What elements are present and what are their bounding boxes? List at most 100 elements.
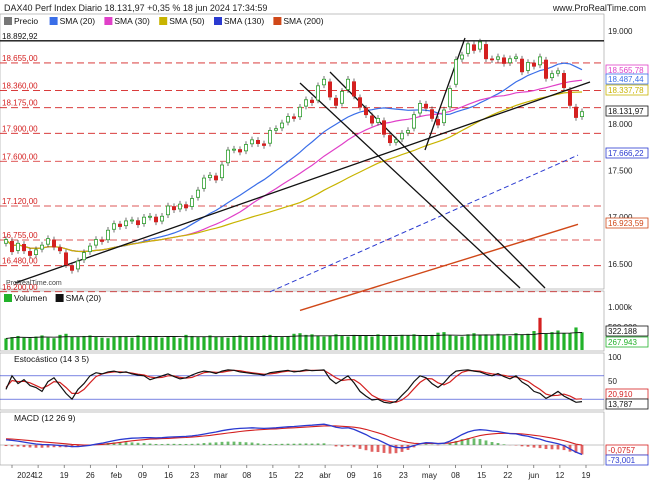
macd-badge: -0,0757 bbox=[608, 446, 636, 455]
candle-body bbox=[471, 44, 476, 51]
candle-body bbox=[177, 203, 182, 210]
volume-bar bbox=[112, 337, 116, 350]
site-label[interactable]: www.ProRealTime.com bbox=[552, 3, 646, 13]
volume-bar bbox=[88, 335, 92, 350]
volume-legend-swatch bbox=[55, 294, 64, 302]
volume-bar bbox=[226, 337, 230, 350]
macd-histogram-bar bbox=[22, 445, 26, 448]
volume-bar bbox=[322, 336, 326, 350]
candle-body bbox=[562, 72, 567, 89]
candle-body bbox=[550, 73, 555, 79]
macd-histogram-bar bbox=[358, 445, 362, 449]
legend-swatch-sma130 bbox=[214, 17, 222, 25]
macd-histogram-bar bbox=[40, 445, 44, 448]
macd-histogram-bar bbox=[148, 443, 152, 445]
macd-badge-box bbox=[605, 454, 649, 466]
volume-bar bbox=[442, 332, 446, 350]
macd-histogram-bar bbox=[274, 443, 278, 445]
volume-bar bbox=[346, 336, 350, 350]
volume-bar bbox=[166, 336, 170, 350]
price-badge: 17.666,22 bbox=[608, 149, 644, 158]
volume-bar bbox=[466, 334, 470, 350]
candle-body bbox=[255, 140, 260, 144]
volume-bar bbox=[214, 336, 218, 350]
x-tick-label: jun bbox=[527, 471, 539, 480]
volume-bar bbox=[388, 335, 392, 350]
level-label: 16.200,00 bbox=[2, 283, 38, 292]
volume-legend-label: SMA (20) bbox=[66, 293, 102, 303]
macd-histogram-bar bbox=[466, 438, 470, 445]
macd-histogram-bar bbox=[496, 443, 500, 445]
macd-histogram-bar bbox=[130, 442, 134, 445]
legend-label-sma50: SMA (50) bbox=[169, 16, 205, 26]
candle-body bbox=[189, 198, 194, 207]
macd-badge: -73,001 bbox=[608, 456, 636, 465]
volume-bar bbox=[196, 337, 200, 350]
volume-bar bbox=[28, 338, 32, 350]
sma200-line bbox=[299, 223, 579, 312]
candle-body bbox=[285, 116, 290, 123]
legend-swatch-sma50 bbox=[159, 17, 168, 25]
volume-badge-box bbox=[605, 336, 649, 348]
candle-body bbox=[363, 107, 368, 116]
macd-histogram-bar bbox=[454, 440, 458, 445]
macd-histogram-bar bbox=[382, 445, 386, 453]
volume-bar bbox=[430, 334, 434, 350]
volume-bar bbox=[550, 332, 554, 350]
macd-histogram-bar bbox=[364, 445, 368, 451]
x-tick-label: 12 bbox=[555, 471, 564, 480]
candle-body bbox=[568, 89, 573, 106]
candle-body bbox=[339, 90, 344, 104]
candle-body bbox=[213, 175, 218, 181]
volume-bar bbox=[4, 338, 8, 350]
candle-body bbox=[345, 78, 350, 90]
macd-histogram-bar bbox=[334, 445, 338, 447]
level-label: 18.655,00 bbox=[2, 54, 38, 63]
macd-histogram-bar bbox=[562, 445, 566, 451]
candle-body bbox=[495, 56, 500, 60]
volume-bar bbox=[574, 327, 578, 350]
volume-bar bbox=[100, 337, 104, 350]
macd-histogram-bar bbox=[268, 443, 272, 445]
macd-histogram-bar bbox=[316, 443, 320, 445]
volume-bar bbox=[316, 335, 320, 350]
macd-histogram-bar bbox=[208, 442, 212, 445]
axis-tick-label: 50 bbox=[608, 377, 617, 386]
axis-tick-label: 100 bbox=[608, 353, 622, 362]
macd-histogram-bar bbox=[238, 441, 242, 445]
candle-body bbox=[9, 240, 14, 253]
price-badge: 18.487,44 bbox=[608, 75, 644, 84]
legend-label-sma130: SMA (130) bbox=[224, 16, 264, 26]
volume-bar bbox=[562, 332, 566, 350]
level-label: 17.900,00 bbox=[2, 124, 38, 133]
stoch-k-line bbox=[5, 369, 583, 404]
stoch-badge: 20,910 bbox=[608, 390, 633, 399]
candle-body bbox=[532, 62, 537, 67]
x-tick-label: may bbox=[422, 471, 437, 480]
volume-bar bbox=[358, 335, 362, 350]
volume-bar bbox=[154, 335, 158, 350]
candle-body bbox=[70, 265, 75, 271]
candle-body bbox=[405, 130, 410, 134]
price-badge-box bbox=[605, 84, 649, 96]
candle-body bbox=[507, 58, 512, 64]
volume-bar bbox=[190, 335, 194, 350]
macd-panel bbox=[0, 411, 605, 466]
x-tick-label: 08 bbox=[242, 471, 251, 480]
volume-bar bbox=[454, 335, 458, 350]
macd-histogram-bar bbox=[172, 443, 176, 445]
volume-bar bbox=[412, 334, 416, 350]
macd-histogram-bar bbox=[346, 445, 350, 447]
macd-histogram-bar bbox=[28, 445, 32, 448]
macd-histogram-bar bbox=[250, 442, 254, 445]
macd-histogram-bar bbox=[118, 442, 122, 445]
level-label: 16.480,00 bbox=[2, 257, 38, 266]
macd-histogram-bar bbox=[178, 443, 182, 445]
macd-histogram-bar bbox=[424, 444, 428, 445]
volume-bar bbox=[568, 333, 572, 350]
x-tick-label: 23 bbox=[190, 471, 199, 480]
candle-body bbox=[441, 109, 446, 124]
volume-bar bbox=[496, 333, 500, 350]
macd-histogram-bar bbox=[472, 438, 476, 445]
legend-swatch-sma20 bbox=[49, 17, 58, 25]
